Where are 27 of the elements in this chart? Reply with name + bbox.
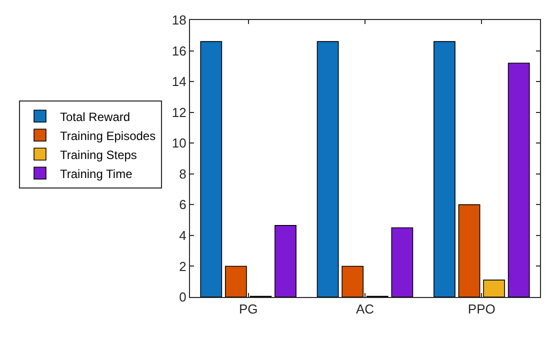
bar: [342, 266, 364, 297]
legend-label: Training Time: [60, 166, 133, 181]
bar: [508, 62, 530, 297]
y-tick-label: 2: [179, 258, 186, 274]
bar: [316, 41, 339, 297]
y-tick-label: 16: [172, 43, 186, 58]
y-tick-label: 8: [179, 166, 186, 182]
y-tick-label: 10: [172, 136, 186, 151]
bar: [483, 280, 505, 297]
bar: [225, 266, 247, 297]
bar: [434, 41, 456, 297]
x-tick-label: PPO: [468, 302, 496, 317]
y-tick-label: 14: [172, 74, 186, 90]
y-tick-label: 18: [172, 12, 186, 28]
legend-label: Training Steps: [60, 148, 137, 162]
x-tick-label: PG: [238, 302, 258, 317]
bar: [458, 204, 480, 297]
bar: [391, 227, 414, 297]
x-tick-label: AC: [356, 302, 374, 317]
y-tick-label: 4: [179, 228, 186, 243]
legend-label: Total Reward: [60, 110, 130, 124]
y-tick-label: 12: [172, 104, 186, 120]
bar: [200, 41, 222, 297]
y-tick-label: 0: [179, 290, 186, 305]
y-tick-label: 6: [179, 197, 186, 212]
bar: [274, 225, 296, 297]
legend-label: Training Episodes: [60, 128, 156, 143]
